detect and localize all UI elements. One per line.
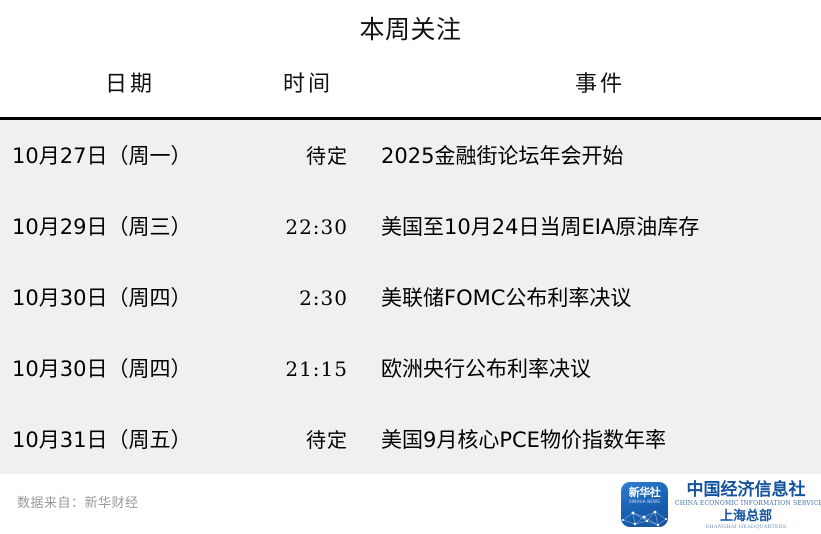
page-title: 本周关注	[359, 15, 462, 44]
logo-branch-cn: 上海总部	[719, 509, 772, 524]
logo-mark-chinese: 新华社	[628, 486, 661, 499]
cell-event: 美联储FOMC公布利率决议	[381, 286, 632, 310]
logo-wordmark: 中国经济信息社 CHINA ECONOMIC INFORMATION SERVI…	[675, 480, 821, 530]
cell-event: 2025金融街论坛年会开始	[381, 144, 624, 168]
cell-date: 10月27日（周一）	[12, 144, 192, 168]
table-row: 10月29日（周三） 22:30 美国至10月24日当周EIA原油库存	[0, 207, 821, 278]
table-body: 10月27日（周一） 待定 2025金融街论坛年会开始 10月29日（周三） 2…	[0, 120, 821, 474]
cell-date: 10月30日（周四）	[12, 357, 192, 381]
cell-date: 10月29日（周三）	[12, 215, 192, 239]
xinhua-logo-mark-icon: 新华社 XINHUA NEWS	[621, 482, 668, 527]
cell-time: 21:15	[285, 357, 348, 381]
cell-event: 美国至10月24日当周EIA原油库存	[381, 215, 700, 239]
source-attribution: 数据来自：新华财经	[17, 496, 139, 511]
cell-date: 10月31日（周五）	[12, 428, 192, 452]
cell-time: 2:30	[299, 286, 348, 310]
cell-event: 美国9月核心PCE物价指数年率	[381, 428, 666, 452]
header-divider	[0, 117, 821, 120]
cell-time: 22:30	[285, 215, 348, 239]
cell-time: 待定	[306, 144, 348, 168]
table-row: 10月30日（周四） 21:15 欧洲央行公布利率决议	[0, 349, 821, 420]
globe-network-icon	[622, 510, 667, 527]
logo-org-name-cn: 中国经济信息社	[686, 480, 806, 500]
table-row: 10月27日（周一） 待定 2025金融街论坛年会开始	[0, 136, 821, 207]
column-header-time: 时间	[282, 72, 333, 97]
logo-branch-en: SHANGHAI HEADQUARTERS	[705, 524, 787, 530]
xinhua-logo: 新华社 XINHUA NEWS	[621, 480, 821, 530]
column-header-date: 日期	[104, 72, 155, 97]
logo-mark-english: XINHUA NEWS	[628, 499, 661, 504]
table-row: 10月31日（周五） 待定 美国9月核心PCE物价指数年率	[0, 420, 821, 491]
column-header-event: 事件	[574, 72, 625, 97]
cell-date: 10月30日（周四）	[12, 286, 192, 310]
table-row: 10月30日（周四） 2:30 美联储FOMC公布利率决议	[0, 278, 821, 349]
table-header-row: 日期 时间 事件	[0, 68, 821, 110]
cell-event: 欧洲央行公布利率决议	[381, 357, 591, 381]
cell-time: 待定	[306, 428, 348, 452]
logo-org-name-en: CHINA ECONOMIC INFORMATION SERVICE	[675, 500, 821, 507]
footer: 数据来自：新华财经 新华社 XINHUA NEWS	[0, 474, 821, 534]
